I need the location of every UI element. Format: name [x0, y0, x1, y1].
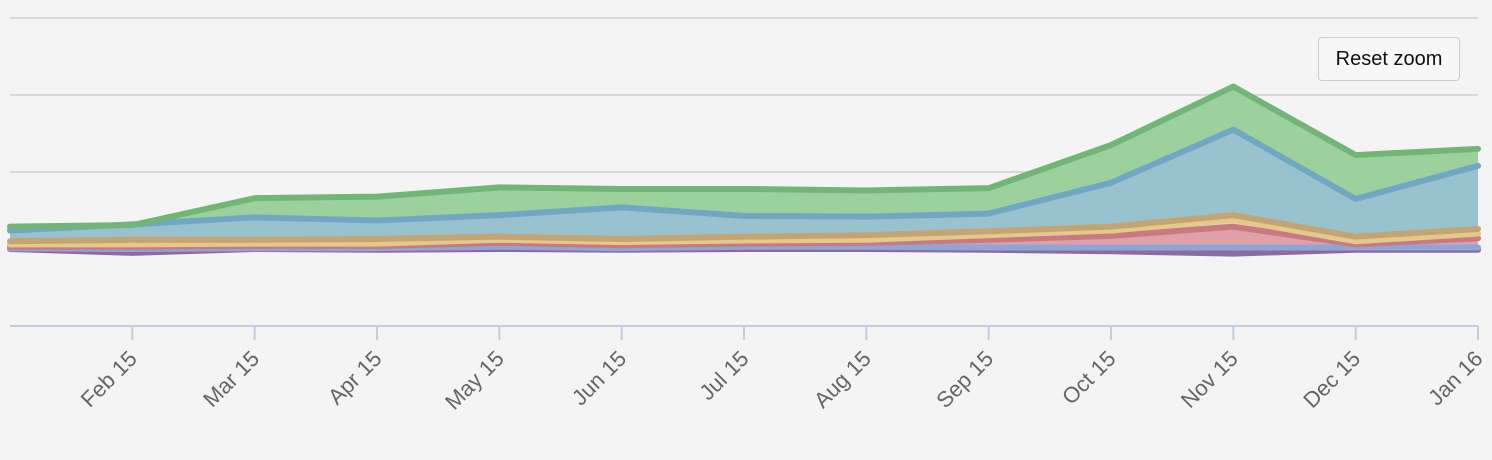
x-tick-label: Aug 15 [809, 346, 876, 413]
series-6-area [10, 129, 1478, 242]
x-tick-label: Mar 15 [198, 346, 264, 412]
x-tick-label: Jan 16 [1423, 346, 1487, 410]
x-tick-label: Jul 15 [694, 346, 753, 405]
series-5-line [7, 212, 1481, 245]
x-tick-label: May 15 [440, 346, 509, 415]
x-tick-label: Oct 15 [1057, 346, 1121, 410]
series-4-line [7, 216, 1481, 248]
series-7-area [10, 86, 1478, 231]
x-tick-label: Dec 15 [1298, 346, 1365, 413]
reset-zoom-button[interactable]: Reset zoom [1318, 37, 1460, 81]
series-7-line [7, 83, 1481, 230]
x-tick-label: Apr 15 [323, 346, 387, 410]
x-tick-label: Nov 15 [1176, 346, 1243, 413]
series-6-line [7, 126, 1481, 234]
x-tick-label: Sep 15 [931, 346, 998, 413]
x-tick-label: Feb 15 [76, 346, 142, 412]
series-3-area [10, 226, 1478, 249]
x-tick-label: Jun 15 [567, 346, 631, 410]
